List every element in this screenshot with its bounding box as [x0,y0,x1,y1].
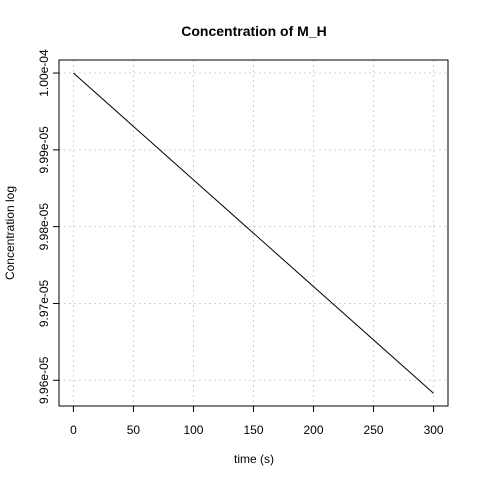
x-tick-label-3: 150 [243,423,263,437]
series-line-0 [73,72,434,394]
x-axis: 0 50 100 150 200 250 300 [70,406,444,437]
y-axis-label: Concentration log [3,186,17,280]
y-tick-label-2: 9.98e-05 [37,203,51,251]
chart-title: Concentration of M_H [181,23,326,39]
y-axis: 9.96e-05 9.97e-05 9.98e-05 9.99e-05 1.00e-04 [37,49,59,404]
y-tick-label-3: 9.99e-05 [37,126,51,174]
y-tick-label-1: 9.97e-05 [37,279,51,327]
series-lines [73,72,434,394]
x-tick-label-0: 0 [70,423,77,437]
x-tick-label-4: 200 [304,423,324,437]
x-tick-label-1: 50 [127,423,141,437]
y-tick-label-0: 9.96e-05 [37,356,51,404]
x-tick-label-6: 300 [424,423,444,437]
y-tick-label-4: 1.00e-04 [37,49,51,97]
x-tick-label-5: 250 [364,423,384,437]
x-axis-label: time (s) [234,452,274,466]
x-tick-label-2: 100 [183,423,203,437]
